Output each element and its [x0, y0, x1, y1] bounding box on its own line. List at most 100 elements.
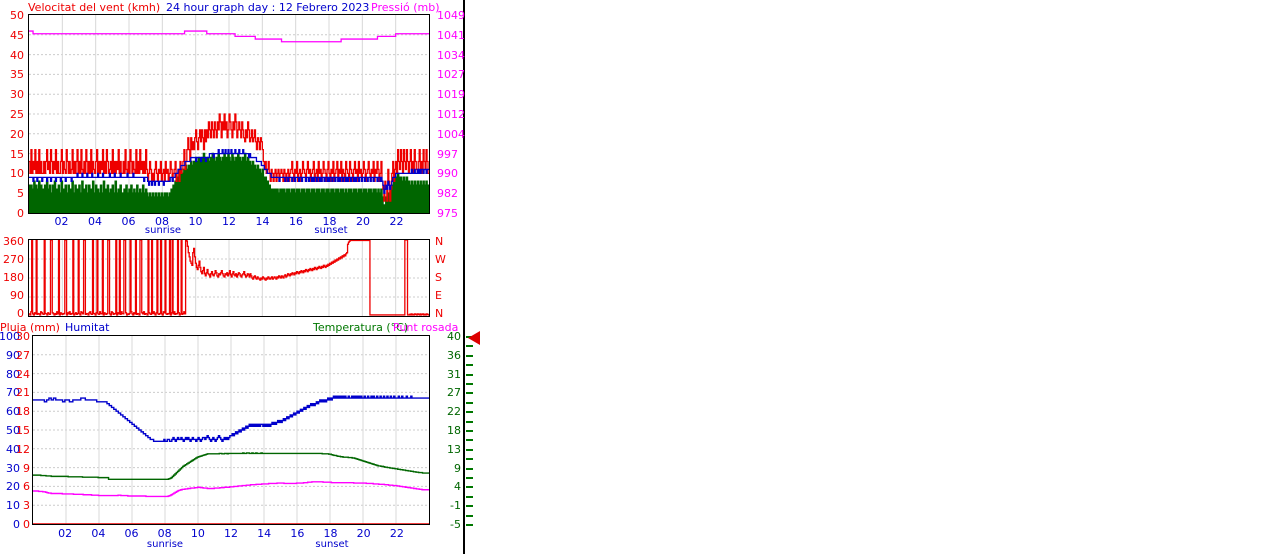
axis-tick: 1019: [437, 88, 465, 102]
axis-tick: 20: [6, 480, 20, 494]
axis-tick: 1041: [437, 28, 465, 42]
temperature-axis-dash: [466, 430, 473, 432]
axis-tick: 100: [0, 330, 20, 343]
temperature-axis-dash: [466, 514, 473, 517]
axis-tick: 06: [124, 527, 139, 540]
axis-tick: 997: [437, 147, 458, 161]
temperature-axis-dash: [466, 458, 473, 461]
axis-tick: 14: [257, 527, 272, 540]
axis-tick: 06: [121, 215, 136, 228]
axis-tick: 27: [16, 348, 30, 362]
axis-tick: 16: [289, 215, 303, 228]
axis-tick: S: [435, 271, 442, 284]
wind-legend-left: Velocitat del vent (kmh): [28, 1, 161, 14]
axis-tick: N: [435, 307, 444, 320]
temperature-axis-dash: [466, 524, 473, 526]
graph-content-column: Velocitat del vent (kmh) 24 hour graph d…: [0, 0, 480, 554]
axis-tick: 12: [224, 527, 238, 540]
axis-tick: 18: [16, 405, 30, 419]
axis-tick: 3: [23, 499, 30, 513]
axis-tick: 1049: [437, 9, 465, 22]
temperature-axis-dash: [466, 486, 473, 489]
sunrise-label-top: sunrise: [144, 225, 182, 236]
axis-tick: -1: [450, 499, 461, 513]
axis-tick: 25: [10, 108, 24, 121]
graph-title: 24 hour graph day : 12 Febrero 2023: [166, 1, 370, 14]
sunset-label-top: sunset: [314, 225, 348, 236]
temperature-axis-dash: [466, 354, 473, 357]
axis-tick: 27: [447, 386, 461, 400]
axis-tick: 31: [447, 367, 461, 381]
temperature-axis-dash: [466, 373, 473, 376]
temperature-axis-dash: [466, 448, 473, 451]
axis-tick: 10: [10, 167, 24, 181]
wind-direction-plot[interactable]: [28, 239, 430, 317]
temperature-axis-dash: [466, 420, 473, 423]
axis-tick: 1004: [437, 127, 465, 141]
axis-tick: 20: [10, 127, 24, 141]
wind-speed-plot[interactable]: [28, 14, 430, 214]
axis-tick: 975: [437, 207, 458, 220]
axis-tick: 0: [23, 518, 30, 531]
axis-tick: 15: [10, 147, 24, 161]
axis-tick: 4: [454, 480, 461, 494]
axis-tick: 270: [3, 253, 24, 266]
axis-tick: 90: [10, 289, 24, 302]
axis-tick: 982: [437, 187, 458, 201]
axis-tick: 02: [54, 215, 69, 228]
sunset-label-bottom: sunset: [315, 539, 349, 550]
axis-tick: 30: [10, 88, 24, 102]
axis-tick: 10: [188, 215, 203, 228]
humidity-temperature-plot[interactable]: [32, 335, 430, 525]
temperature-axis-dash: [466, 439, 473, 442]
axis-tick: 08: [155, 215, 169, 228]
temperature-axis-dash: [466, 401, 473, 404]
axis-tick: 70: [6, 386, 20, 400]
axis-tick: 80: [6, 367, 20, 381]
pressure-legend-right: Pressió (mb): [371, 1, 440, 14]
axis-tick: 16: [290, 527, 305, 540]
temperature-axis-dash: [466, 383, 473, 385]
axis-tick: 18: [447, 424, 461, 437]
axis-tick: 6: [23, 480, 30, 494]
axis-tick: 45: [10, 28, 24, 42]
axis-tick: 13: [447, 442, 461, 456]
axis-tick: 40: [447, 330, 461, 343]
axis-tick: 60: [6, 405, 20, 419]
axis-tick: 0: [17, 207, 24, 220]
axis-tick: 0: [13, 518, 20, 531]
temperature-axis-dash: [466, 411, 473, 414]
axis-tick: 22: [447, 405, 461, 419]
axis-tick: 40: [6, 442, 20, 456]
dewpoint-legend: Punt rosada: [393, 321, 459, 334]
axis-tick: 180: [3, 271, 24, 284]
axis-tick: 1034: [437, 48, 465, 62]
axis-tick: 360: [3, 235, 24, 248]
axis-tick: 9: [23, 461, 30, 475]
axis-tick: -5: [450, 518, 461, 531]
axis-tick: 15: [16, 424, 30, 437]
axis-tick: 21: [16, 386, 30, 400]
axis-tick: 36: [447, 348, 461, 362]
humidity-legend: Humitat: [65, 321, 110, 334]
temperature-axis-dash: [466, 477, 473, 479]
axis-tick: 14: [255, 215, 270, 228]
temperature-axis-dash: [466, 364, 473, 367]
axis-tick: E: [435, 289, 442, 302]
axis-tick: 22: [389, 215, 404, 228]
axis-tick: 30: [6, 461, 20, 475]
current-temperature-marker: [468, 331, 480, 345]
temperature-axis-dash: [466, 345, 473, 348]
axis-tick: 90: [6, 348, 20, 362]
axis-tick: 0: [17, 307, 24, 320]
axis-tick: 990: [437, 167, 458, 181]
axis-tick: 1027: [437, 68, 465, 82]
axis-tick: 20: [356, 527, 371, 540]
rain-legend: Pluja (mm): [0, 321, 60, 334]
axis-tick: 08: [157, 527, 172, 540]
axis-tick: 18: [323, 527, 338, 540]
axis-tick: 24: [16, 367, 30, 381]
axis-tick: 12: [222, 215, 236, 228]
axis-tick: 10: [190, 527, 205, 540]
